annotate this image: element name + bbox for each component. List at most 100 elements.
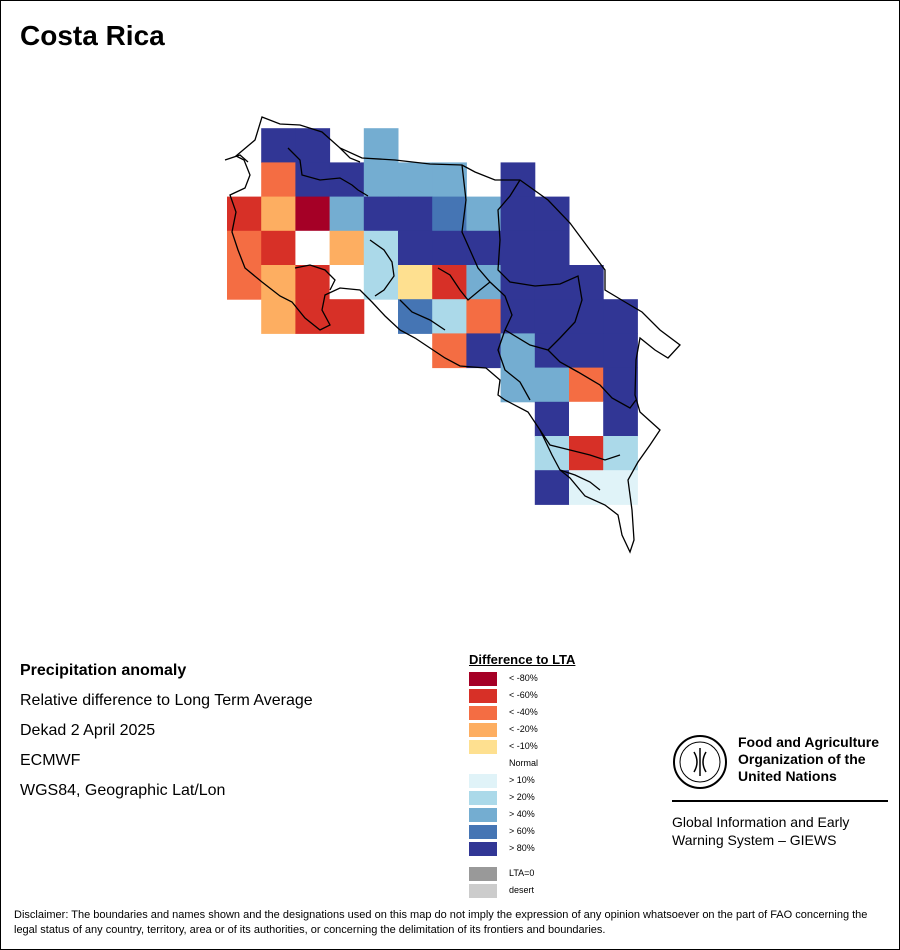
legend-classes: < -80% < -60% < -40% < -20% < -10% Normal > 10…: [469, 671, 649, 858]
anomaly-cell: [295, 128, 331, 163]
legend-label: desert: [509, 885, 535, 895]
legend-row: < -10%: [469, 739, 649, 756]
anomaly-cell: [569, 299, 604, 334]
legend-swatch: [469, 706, 497, 720]
anomaly-cell: [466, 299, 502, 334]
anomaly-cell: [329, 196, 365, 232]
legend-label: < -40%: [509, 707, 538, 717]
anomaly-cell: [261, 265, 296, 300]
anomaly-cell: [432, 265, 467, 300]
anomaly-cell: [261, 196, 296, 232]
legend-title: Difference to LTA: [469, 652, 576, 667]
anomaly-cell: [329, 299, 365, 334]
anomaly-cell: [534, 333, 570, 369]
anomaly-cell: [261, 230, 296, 266]
anomaly-cell: [363, 162, 399, 198]
anomaly-cell: [398, 162, 433, 198]
legend: Difference to LTA < -80% < -60% < -40% < -2…: [469, 652, 649, 900]
anomaly-cell: [534, 230, 570, 266]
anomaly-cell: [432, 196, 467, 232]
anomaly-cell: [603, 436, 638, 471]
legend-row: > 60%: [469, 824, 649, 841]
org-name-line: Food and Agriculture: [738, 734, 880, 750]
country-outline: [224, 116, 681, 554]
legend-swatch: [469, 672, 497, 686]
anomaly-cell: [329, 230, 365, 266]
anomaly-cell: [466, 196, 502, 232]
anomaly-cell: [295, 265, 331, 300]
legend-label: < -10%: [509, 741, 538, 751]
org-name-line: Organization of the: [738, 751, 866, 767]
legend-row: desert: [469, 883, 649, 900]
anomaly-map: [224, 116, 681, 554]
anomaly-cell: [569, 333, 604, 369]
legend-label: < -80%: [509, 673, 538, 683]
anomaly-cell: [432, 230, 467, 266]
legend-label: > 80%: [509, 843, 535, 853]
giews-label: Global Information and Early Warning Sys…: [672, 813, 849, 849]
anomaly-cell: [534, 367, 570, 403]
legend-row: Normal: [469, 756, 649, 773]
anomaly-cell: [603, 333, 638, 369]
anomaly-cell: [363, 128, 399, 163]
legend-swatch: [469, 740, 497, 754]
legend-row: > 80%: [469, 841, 649, 858]
anomaly-cell: [261, 128, 296, 163]
org-divider: [672, 800, 888, 802]
anomaly-cell: [295, 230, 331, 266]
anomaly-cell: [227, 230, 262, 266]
legend-label: LTA=0: [509, 868, 535, 878]
anomaly-cell: [466, 333, 502, 369]
anomaly-cell: [466, 265, 502, 300]
anomaly-cell: [363, 196, 399, 232]
anomaly-cell: [500, 230, 536, 266]
anomaly-cell: [603, 401, 638, 437]
giews-line: Warning System – GIEWS: [672, 832, 837, 848]
anomaly-cell: [329, 265, 365, 300]
anomaly-cell: [398, 230, 433, 266]
anomaly-cell: [603, 367, 638, 403]
anomaly-cell: [569, 265, 604, 300]
info-line: ECMWF: [20, 752, 81, 769]
legend-label: > 40%: [509, 809, 535, 819]
info-line: Relative difference to Long Term Average: [20, 692, 313, 709]
legend-label: > 60%: [509, 826, 535, 836]
anomaly-cell: [569, 436, 604, 471]
org-name-line: United Nations: [738, 768, 837, 784]
anomaly-cell: [295, 196, 331, 232]
legend-swatch: [469, 774, 497, 788]
legend-row: < -40%: [469, 705, 649, 722]
legend-label: < -60%: [509, 690, 538, 700]
anomaly-cell: [432, 333, 467, 369]
anomaly-cell: [569, 401, 604, 437]
legend-label: Normal: [509, 758, 539, 768]
anomaly-cell: [500, 367, 536, 403]
anomaly-cell: [261, 162, 296, 198]
legend-label: > 20%: [509, 792, 535, 802]
anomaly-cell: [569, 367, 604, 403]
giews-line: Global Information and Early: [672, 814, 850, 830]
anomaly-cell: [329, 162, 365, 198]
anomaly-cell: [432, 299, 467, 334]
legend-row: < -80%: [469, 671, 649, 688]
legend-row: > 10%: [469, 773, 649, 790]
anomaly-cell: [500, 333, 536, 369]
legend-swatch: [469, 867, 497, 881]
info-line: Dekad 2 April 2025: [20, 722, 156, 739]
anomaly-cell: [603, 470, 638, 505]
legend-swatch: [469, 757, 497, 771]
anomaly-cell: [227, 265, 262, 300]
anomaly-grid: [227, 128, 638, 505]
legend-swatch: [469, 723, 497, 737]
anomaly-cell: [500, 265, 536, 300]
anomaly-cell: [603, 299, 638, 334]
anomaly-cell: [500, 196, 536, 232]
anomaly-cell: [534, 196, 570, 232]
map-info: Precipitation anomaly Relative differenc…: [20, 656, 313, 806]
anomaly-cell: [261, 299, 296, 334]
anomaly-cell: [534, 470, 570, 505]
legend-row: LTA=0: [469, 866, 649, 883]
legend-row: < -60%: [469, 688, 649, 705]
info-line: WGS84, Geographic Lat/Lon: [20, 782, 226, 799]
org-name: Food and Agriculture Organization of the…: [738, 734, 879, 785]
